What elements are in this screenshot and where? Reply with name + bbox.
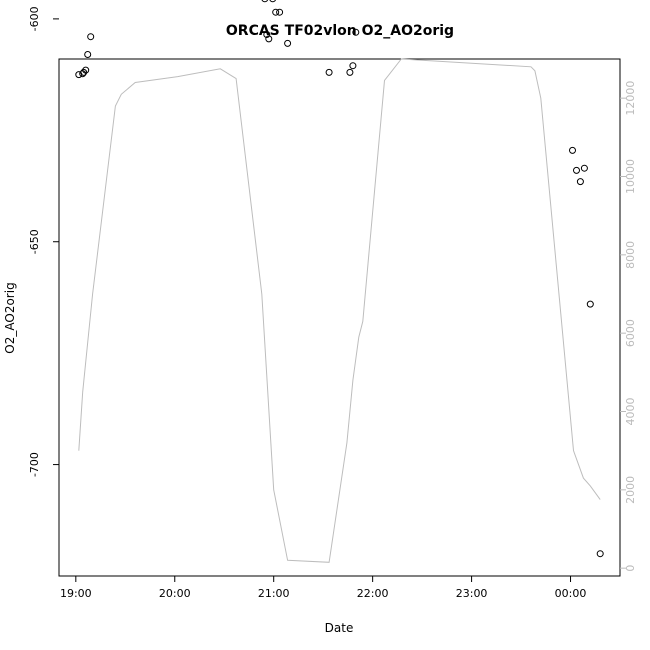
data-point	[272, 8, 280, 16]
data-points	[75, 0, 604, 558]
y2-tick-label: 0	[624, 565, 637, 572]
x-tick-label: 20:00	[159, 587, 191, 600]
y-tick-label: -600	[28, 6, 41, 31]
x-tick-label: 00:00	[555, 587, 587, 600]
data-point	[276, 8, 284, 16]
data-point	[586, 300, 594, 308]
chart-title: ORCAS TF02vlon O2_AO2orig	[226, 23, 454, 39]
data-point	[573, 166, 580, 174]
x-axis-label: Date	[325, 621, 354, 635]
x-tick-label: 22:00	[357, 587, 389, 600]
data-point	[580, 164, 588, 172]
y-tick-label: -650	[28, 229, 41, 254]
data-point	[596, 550, 604, 558]
x-axis: 19:00 20:00 21:00 22:00 23:00 00:00	[60, 576, 586, 600]
x-tick-label: 21:00	[258, 587, 290, 600]
y2-tick-label: 6000	[624, 319, 637, 347]
y-axis-label: O2_AO2orig	[3, 282, 17, 353]
y2-tick-label: 2000	[624, 476, 637, 504]
y2-tick-label: 12000	[624, 81, 637, 116]
data-point	[325, 68, 333, 76]
data-point	[349, 62, 357, 70]
y2-tick-label: 10000	[624, 159, 637, 194]
data-point	[84, 51, 92, 58]
altitude-series-line	[78, 58, 601, 563]
data-point	[346, 68, 354, 76]
y-axis: -600 -650 -700	[28, 6, 59, 477]
data-point	[82, 66, 90, 74]
y-tick-label: -700	[28, 452, 41, 477]
y2-tick-label: 4000	[624, 398, 637, 426]
data-point	[80, 68, 88, 76]
data-point	[576, 178, 584, 186]
data-point	[87, 33, 95, 41]
data-point	[284, 39, 292, 47]
altitude-line	[78, 58, 601, 563]
plot-frame	[58, 58, 621, 577]
data-point	[261, 0, 269, 3]
data-point	[265, 35, 273, 43]
x-tick-label: 19:00	[60, 587, 92, 600]
data-point	[269, 0, 276, 3]
y2-axis: 0 2000 4000 6000 8000 10000 12000	[620, 81, 637, 572]
data-point	[569, 146, 576, 154]
x-tick-label: 23:00	[456, 587, 488, 600]
y2-tick-label: 8000	[624, 241, 637, 269]
data-point	[352, 28, 360, 36]
data-point	[263, 31, 271, 38]
